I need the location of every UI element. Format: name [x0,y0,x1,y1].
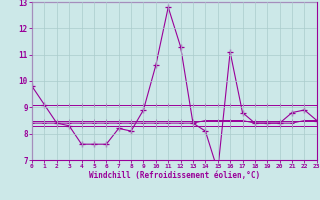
X-axis label: Windchill (Refroidissement éolien,°C): Windchill (Refroidissement éolien,°C) [89,171,260,180]
